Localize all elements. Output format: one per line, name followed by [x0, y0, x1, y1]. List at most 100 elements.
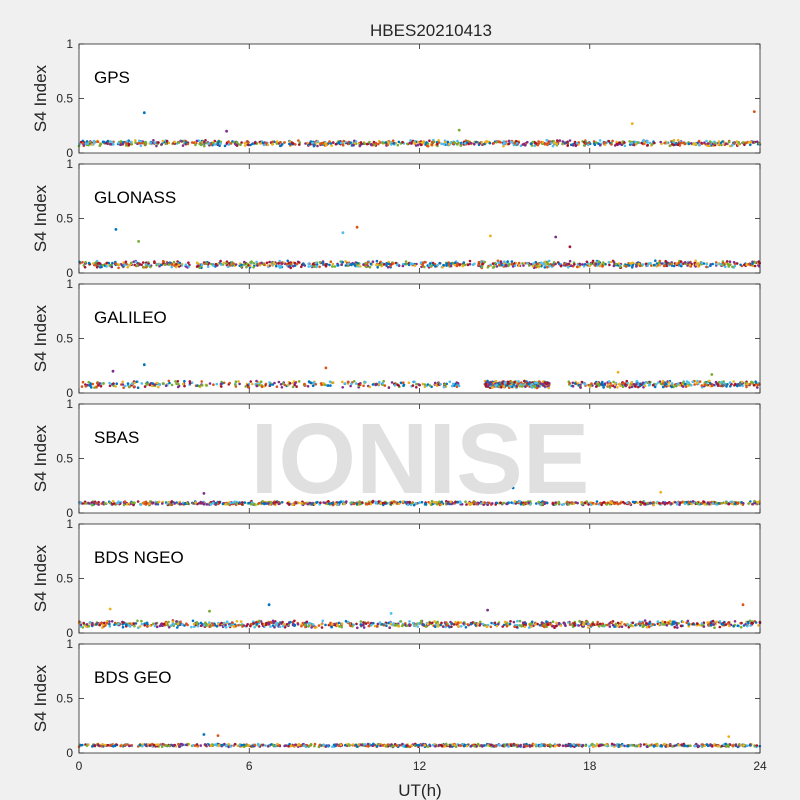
- data-point: [387, 142, 391, 145]
- data-point: [533, 381, 537, 385]
- data-point: [125, 142, 128, 145]
- data-point: [508, 622, 512, 626]
- data-point: [222, 381, 226, 385]
- data-point: [464, 626, 468, 629]
- data-point: [123, 384, 127, 388]
- data-point: [714, 262, 718, 266]
- data-point: [551, 502, 555, 506]
- data-point: [121, 383, 125, 386]
- data-point: [737, 143, 740, 146]
- data-point: [79, 623, 83, 627]
- data-point: [536, 143, 540, 147]
- data-point: [702, 500, 706, 504]
- data-point: [708, 144, 711, 148]
- data-point: [628, 501, 631, 505]
- data-point: [545, 138, 548, 142]
- data-point: [200, 380, 203, 383]
- data-point: [144, 263, 148, 266]
- data-point: [122, 386, 125, 390]
- data-point: [200, 623, 204, 627]
- data-point: [81, 380, 85, 384]
- data-point: [324, 264, 328, 268]
- data-point: [264, 744, 267, 747]
- data-point: [750, 380, 753, 384]
- data-point: [536, 262, 540, 266]
- data-point: [748, 382, 752, 386]
- data-point: [132, 260, 135, 264]
- data-point: [550, 141, 553, 145]
- data-point: [275, 140, 279, 143]
- data-point: [580, 501, 583, 504]
- data-point: [588, 264, 591, 268]
- data-point: [707, 502, 711, 506]
- data-point: [131, 501, 134, 505]
- data-point: [504, 384, 508, 387]
- data-point: [745, 141, 748, 145]
- data-point: [494, 379, 498, 383]
- data-point: [364, 380, 367, 384]
- data-point: [518, 619, 522, 623]
- data-point: [331, 141, 335, 144]
- data-point: [368, 140, 371, 144]
- data-point: [159, 623, 163, 626]
- data-point: [112, 143, 115, 146]
- data-point: [261, 141, 265, 145]
- data-point: [136, 264, 139, 267]
- data-point: [241, 625, 244, 628]
- data-point: [305, 620, 309, 624]
- data-point: [527, 264, 531, 267]
- data-point: [512, 383, 515, 386]
- data-point: [653, 385, 657, 389]
- data-point: [463, 263, 467, 267]
- data-point: [382, 379, 386, 383]
- data-point: [510, 380, 513, 384]
- scatter-points: [80, 363, 761, 390]
- data-point: [643, 619, 647, 622]
- data-point: [121, 141, 125, 144]
- data-point: [638, 622, 642, 625]
- data-point: [602, 263, 606, 266]
- data-point: [551, 620, 555, 623]
- data-point: [87, 624, 91, 628]
- data-point: [197, 264, 200, 268]
- data-point: [249, 143, 252, 147]
- data-point: [274, 500, 278, 504]
- data-point: [445, 262, 449, 266]
- data-point: [595, 502, 598, 506]
- data-point: [330, 501, 334, 505]
- data-point: [179, 620, 182, 624]
- data-point: [623, 141, 626, 144]
- data-point: [396, 143, 400, 147]
- data-point: [371, 499, 375, 503]
- data-point: [579, 386, 582, 389]
- data-point: [208, 621, 211, 624]
- data-point: [714, 380, 718, 384]
- data-point: [95, 386, 98, 389]
- data-point: [721, 263, 725, 267]
- data-point: [200, 263, 204, 267]
- data-point: [735, 262, 739, 265]
- data-point: [656, 381, 660, 384]
- data-point: [747, 621, 750, 625]
- y-tick-label: 0: [66, 266, 73, 280]
- data-point: [126, 382, 130, 385]
- data-point: [723, 501, 726, 505]
- data-point-peak: [341, 231, 345, 235]
- data-point: [597, 260, 601, 263]
- data-point: [324, 263, 328, 266]
- data-point: [726, 622, 730, 625]
- data-point: [183, 379, 186, 383]
- data-point: [616, 386, 619, 389]
- data-point: [278, 264, 281, 268]
- data-point: [267, 621, 271, 625]
- data-point: [439, 382, 442, 386]
- data-point: [257, 625, 261, 628]
- data-point: [265, 141, 268, 145]
- data-point: [747, 141, 750, 144]
- data-point: [440, 503, 443, 506]
- data-point: [630, 385, 634, 389]
- data-point: [343, 382, 347, 385]
- data-point: [275, 622, 279, 625]
- data-point: [151, 384, 154, 388]
- data-point: [243, 260, 246, 264]
